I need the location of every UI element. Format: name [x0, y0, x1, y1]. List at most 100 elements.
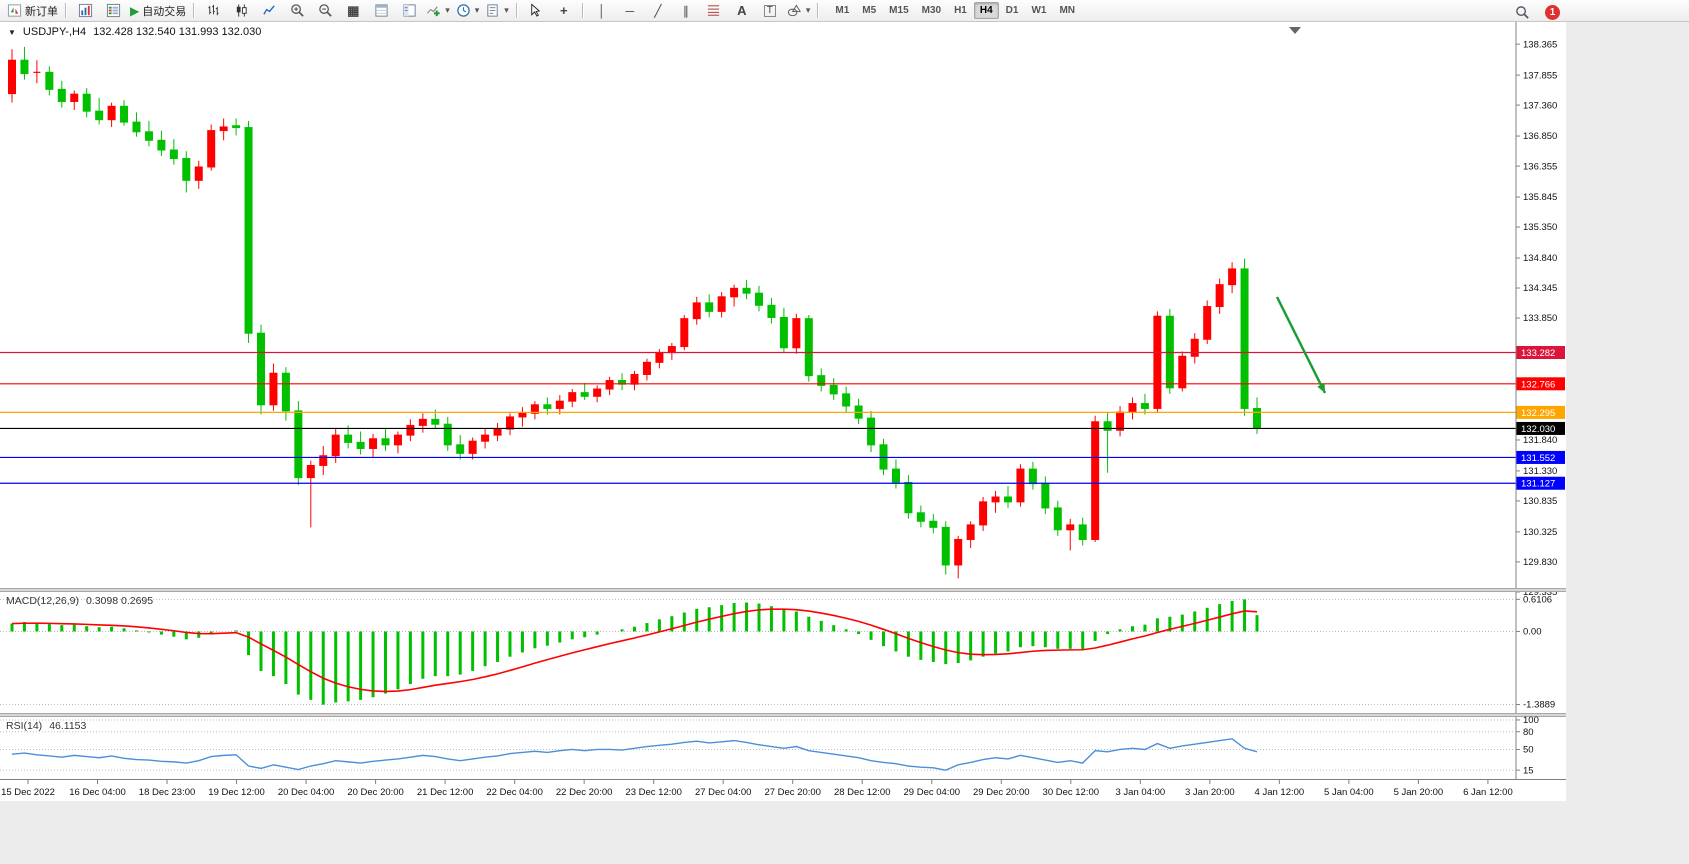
zoom-in-button[interactable] — [283, 1, 311, 21]
channel-tool-button[interactable]: ∥ — [672, 1, 700, 21]
toolbar-separator — [515, 3, 518, 18]
cursor-tool-button[interactable] — [522, 1, 550, 21]
svg-text:133.850: 133.850 — [1523, 313, 1557, 324]
horizontal-line-tool-button[interactable]: ─ — [616, 1, 644, 21]
svg-text:3 Jan 04:00: 3 Jan 04:00 — [1115, 787, 1165, 798]
data-window-button[interactable] — [367, 1, 395, 21]
crosshair-tool-button[interactable]: + — [550, 1, 578, 21]
price-badge-text: 133.282 — [1521, 348, 1555, 359]
svg-text:15 Dec 2022: 15 Dec 2022 — [1, 787, 55, 798]
price-axis[interactable]: 138.365 137.855 137.360 136.850 136.355 135.8… — [1515, 22, 1557, 779]
fibonacci-tool-button[interactable] — [700, 1, 728, 21]
new-order-label: 新订单 — [25, 5, 58, 18]
clock-icon — [457, 4, 470, 17]
svg-text:29 Dec 04:00: 29 Dec 04:00 — [904, 787, 961, 798]
timeframe-button-m15[interactable]: M15 — [889, 5, 909, 16]
charts-icon — [78, 3, 92, 18]
tile-windows-button[interactable]: ▦ — [339, 1, 367, 21]
vertical-line-icon: │ — [598, 3, 606, 18]
vertical-line-tool-button[interactable]: │ — [588, 1, 616, 21]
trend-arrow[interactable] — [1275, 296, 1327, 394]
toolbar-separator — [65, 3, 67, 18]
shapes-tool-button[interactable]: ▾ — [784, 1, 814, 21]
chart-canvas[interactable]: 133.282 132.766 132.295 132.030 131.552 131.1… — [0, 22, 1566, 801]
zoom-out-button[interactable] — [311, 1, 339, 21]
line-chart-icon — [263, 5, 275, 15]
notification-badge[interactable]: 1 — [1545, 4, 1560, 20]
price-badge — [1516, 476, 1565, 490]
panel-separator[interactable] — [0, 588, 1566, 592]
timeframe-button-mn[interactable]: MN — [1059, 5, 1076, 16]
svg-text:80: 80 — [1523, 727, 1534, 738]
cursor-icon — [531, 3, 541, 17]
svg-text:0.6106: 0.6106 — [1523, 595, 1552, 606]
price-badge — [1516, 421, 1565, 435]
horizontal-lines[interactable]: 133.282 132.766 132.295 132.030 131.552 131.1… — [0, 346, 1565, 490]
timeframe-button-d1[interactable]: D1 — [1005, 5, 1019, 16]
svg-text:131.330: 131.330 — [1523, 466, 1557, 477]
svg-text:129.335: 129.335 — [1523, 587, 1557, 598]
navigator-icon — [403, 4, 416, 17]
periods-button[interactable]: ▾ — [453, 1, 483, 21]
search-icon — [1515, 5, 1529, 19]
timeframe-button-m30[interactable]: M30 — [921, 5, 942, 16]
label-tool-icon: T — [763, 4, 776, 17]
notification-count: 1 — [1549, 6, 1556, 18]
timeframe-button-w1[interactable]: W1 — [1031, 5, 1047, 16]
auto-trading-label: 自动交易 — [142, 5, 187, 18]
tile-windows-icon: ▦ — [347, 3, 360, 18]
panel-separator[interactable] — [0, 713, 1566, 717]
fibonacci-icon — [708, 5, 720, 16]
price-badge-text: 132.766 — [1521, 379, 1555, 390]
time-axis[interactable]: 15 Dec 2022 16 Dec 04:00 18 Dec 23:00 19 De… — [0, 779, 1566, 799]
horizontal-line-icon: ─ — [625, 3, 635, 18]
toolbar-separator — [581, 3, 584, 18]
timeframe-button-h1[interactable]: H1 — [954, 5, 967, 16]
label-tool-button[interactable]: T — [756, 1, 784, 21]
svg-text:20 Dec 04:00: 20 Dec 04:00 — [278, 787, 335, 798]
indicators-button[interactable]: ▾ — [423, 1, 453, 21]
svg-text:16 Dec 04:00: 16 Dec 04:00 — [69, 787, 126, 798]
toolbar-separator — [193, 3, 196, 18]
price-badge — [1516, 346, 1565, 360]
svg-text:131.840: 131.840 — [1523, 435, 1557, 446]
timeframe-button-m5[interactable]: M5 — [862, 5, 877, 16]
text-tool-button[interactable]: A — [728, 1, 756, 21]
line-chart-mode-button[interactable] — [255, 1, 283, 21]
svg-text:134.840: 134.840 — [1523, 253, 1557, 264]
charts-button[interactable] — [71, 1, 99, 21]
svg-text:135.350: 135.350 — [1523, 222, 1557, 233]
navigator-button[interactable] — [395, 1, 423, 21]
auto-trading-button[interactable]: ▶ 自动交易 — [127, 1, 189, 21]
search-button[interactable] — [1508, 2, 1536, 22]
price-badge-text: 132.295 — [1521, 408, 1555, 419]
timeframe-button-m1[interactable]: M1 — [835, 5, 850, 16]
price-badge — [1516, 405, 1565, 419]
svg-text:6 Jan 12:00: 6 Jan 12:00 — [1463, 787, 1513, 798]
indicators-plus-icon — [427, 6, 440, 17]
main-toolbar: 新订单 ▶ 自动交易 — [0, 0, 1689, 22]
svg-text:50: 50 — [1523, 745, 1534, 756]
svg-text:130.325: 130.325 — [1523, 527, 1557, 538]
toolbar-separator — [817, 3, 820, 18]
market-watch-button[interactable] — [99, 1, 127, 21]
bar-chart-mode-button[interactable] — [199, 1, 227, 21]
svg-text:137.855: 137.855 — [1523, 70, 1557, 81]
svg-text:27 Dec 04:00: 27 Dec 04:00 — [695, 787, 752, 798]
templates-button[interactable]: ▾ — [482, 1, 512, 21]
trendline-tool-button[interactable]: ╱ — [644, 1, 672, 21]
price-badge — [1516, 450, 1565, 464]
auto-trading-play-icon: ▶ — [130, 3, 140, 18]
svg-text:30 Dec 12:00: 30 Dec 12:00 — [1043, 787, 1100, 798]
timeframe-group: M1 M5 M15 M30 H1 H4 D1 W1 MN — [829, 2, 1081, 19]
new-order-button[interactable]: 新订单 — [4, 1, 61, 21]
svg-text:5 Jan 04:00: 5 Jan 04:00 — [1324, 787, 1374, 798]
svg-text:100: 100 — [1523, 715, 1539, 726]
chart-shift-marker[interactable] — [1289, 27, 1301, 34]
svg-text:130.835: 130.835 — [1523, 496, 1557, 507]
timeframe-button-h4[interactable]: H4 — [973, 2, 999, 19]
new-order-icon — [7, 4, 22, 17]
candlestick-mode-button[interactable] — [227, 1, 255, 21]
zoom-out-icon — [318, 4, 332, 17]
